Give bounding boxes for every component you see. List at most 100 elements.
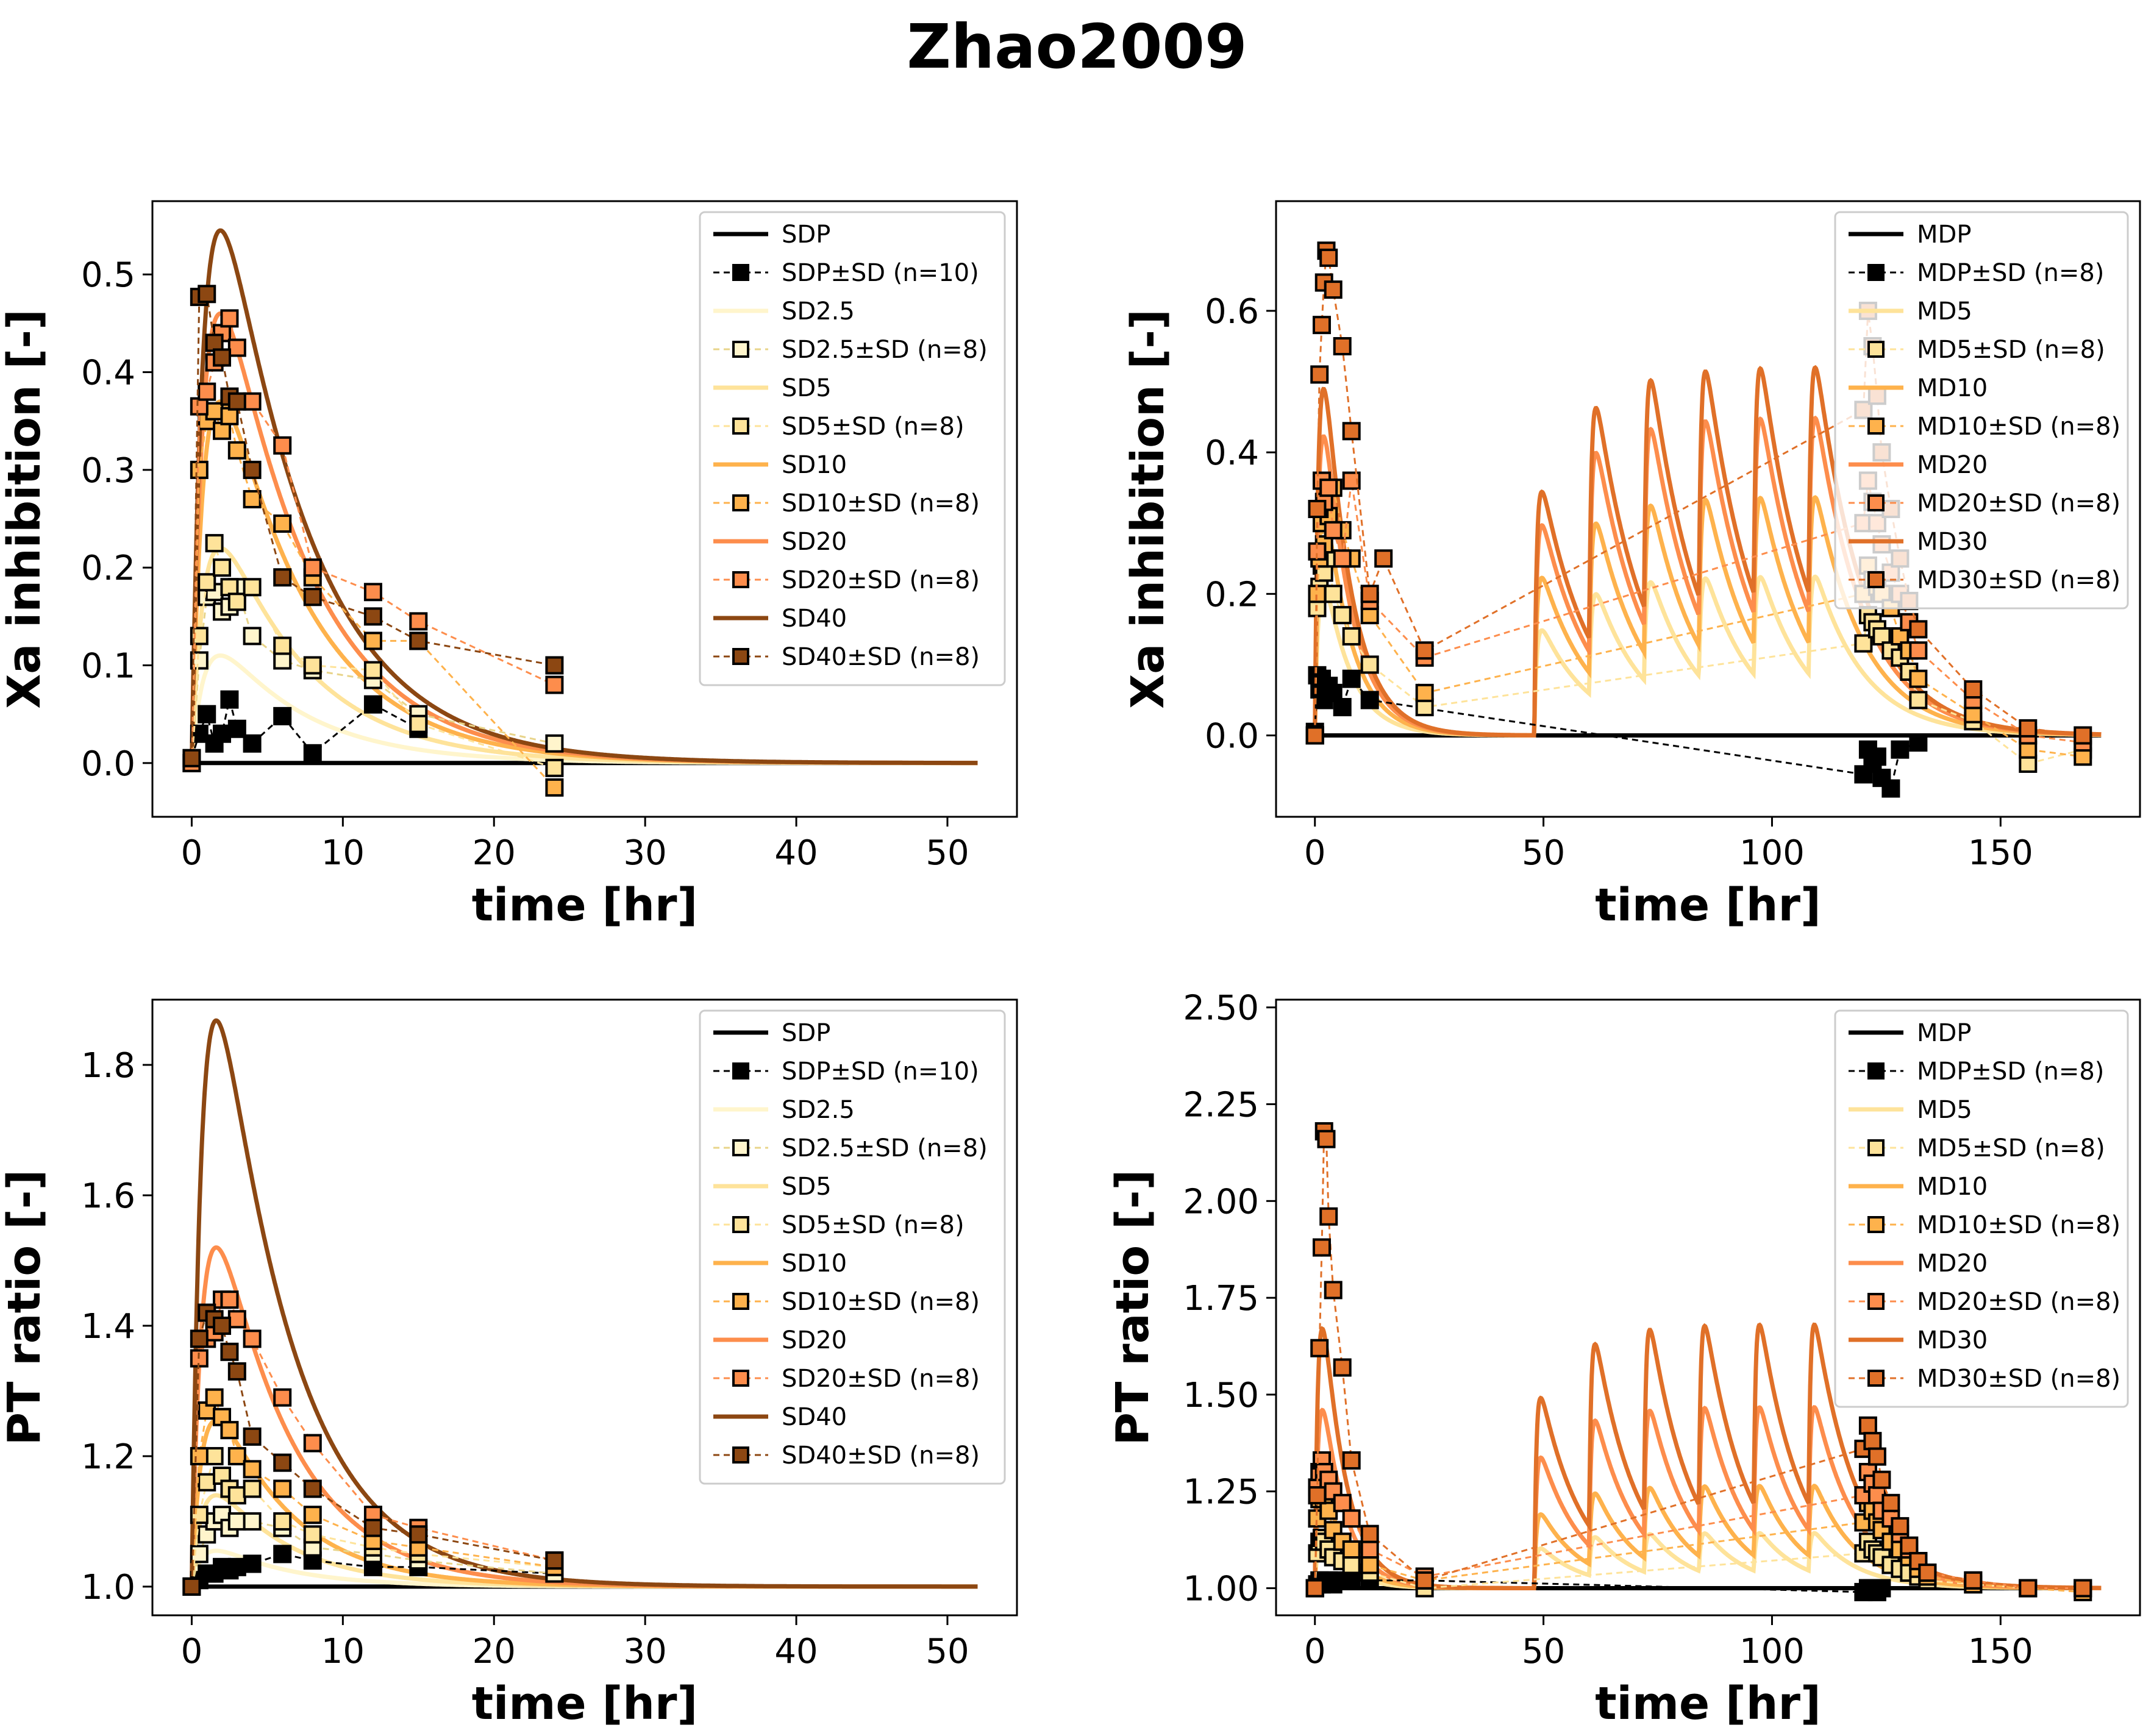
obs-point-MD30 [1319, 248, 1338, 267]
legend-box [699, 1009, 1006, 1485]
model-line-SD40 [190, 228, 978, 766]
obs-point-SD40 [227, 392, 246, 411]
x-tick-label: 30 [624, 1632, 667, 1671]
obs-point-SD5 [303, 656, 322, 675]
legend-label: SD20 [782, 528, 847, 556]
obs-point-SD40 [363, 607, 382, 626]
x-tick-label: 150 [1968, 1632, 2033, 1671]
obs-point-SDP [273, 706, 292, 725]
obs-point-MD5 [1342, 1556, 1361, 1574]
x-axis-label: time [hr] [1595, 1677, 1821, 1730]
legend-marker-swatch [1867, 1216, 1885, 1233]
x-tick-label: 40 [774, 1632, 818, 1671]
legend-marker-swatch [732, 494, 749, 511]
legend-label: MDP±SD (n=8) [1917, 259, 2104, 287]
obs-point-SD2.5 [227, 1512, 246, 1531]
obs-point-SD5 [303, 1525, 322, 1544]
obs-point-MD10 [1909, 669, 1928, 688]
obs-point-MD5 [1342, 627, 1361, 646]
obs-point-MD30 [1964, 1571, 1983, 1590]
obs-point-MD30 [1964, 680, 1983, 699]
y-tick-label: 0.0 [1205, 716, 1259, 756]
obs-point-SD10 [205, 402, 224, 421]
obs-point-MD10 [1415, 683, 1434, 702]
y-tick-label: 0.3 [81, 451, 135, 491]
x-axis-label: time [hr] [1595, 879, 1821, 931]
x-tick-label: 50 [1522, 1632, 1565, 1671]
y-tick-label: 0.2 [1205, 575, 1259, 614]
obs-point-MD30 [1415, 641, 1434, 660]
y-axis-label: PT ratio [-] [1107, 1170, 1159, 1446]
legend-label: SD10±SD (n=8) [782, 489, 980, 518]
obs-point-SD20 [273, 1388, 292, 1407]
obs-point-MDP [1872, 1579, 1891, 1598]
obs-point-SDP [220, 690, 239, 709]
obs-point-SD10 [205, 1388, 224, 1407]
obs-point-SD5 [227, 592, 246, 611]
obs-point-SDP [243, 1554, 262, 1573]
obs-point-SD40 [303, 588, 322, 607]
legend-label: SD40±SD (n=8) [782, 1442, 980, 1470]
obs-point-MD30 [1312, 1238, 1331, 1257]
y-tick-label: 0.5 [81, 255, 135, 295]
obs-point-SD5 [198, 573, 216, 592]
obs-point-SD2.5 [243, 627, 262, 646]
obs-point-MD30 [2074, 726, 2092, 745]
obs-point-MD20 [1333, 549, 1352, 568]
axes-frame [151, 998, 1018, 1617]
obs-point-SD20 [303, 558, 322, 577]
obs-point-SD10 [545, 778, 564, 797]
y-tick-label: 0.6 [1205, 292, 1259, 332]
obs-point-MDP [1891, 740, 1910, 759]
x-tick-label: 0 [1304, 833, 1326, 873]
x-tick-label: 50 [1522, 833, 1565, 873]
legend-label: SD10 [782, 1250, 847, 1278]
y-tick-label: 0.1 [81, 647, 135, 686]
obs-point-SD5 [220, 578, 239, 597]
legend-label: SD2.5 [782, 1096, 855, 1124]
obs-point-MD10 [1342, 1540, 1361, 1559]
legend-label: MD5±SD (n=8) [1917, 1134, 2105, 1162]
x-axis-label: time [hr] [472, 879, 698, 931]
obs-point-SD40 [198, 285, 216, 304]
obs-point-MD5 [1333, 606, 1352, 625]
x-tick-label: 150 [1968, 833, 2033, 873]
legend-marker-swatch [732, 1139, 749, 1156]
obs-point-SDP [227, 719, 246, 738]
y-tick-label: 1.00 [1183, 1570, 1259, 1609]
legend-marker-swatch [732, 648, 749, 665]
x-tick-label: 0 [181, 833, 203, 873]
obs-point-SD10 [243, 489, 262, 508]
y-tick-label: 1.2 [81, 1437, 135, 1477]
legend-label: MD10±SD (n=8) [1917, 413, 2120, 441]
obs-point-MDP [1867, 747, 1886, 766]
x-tick-label: 20 [473, 1632, 516, 1671]
obs-point-SD40 [303, 1479, 322, 1498]
obs-point-SD2.5 [243, 1512, 262, 1531]
obs-point-MD30 [1374, 549, 1393, 568]
obs-point-SD20 [273, 436, 292, 455]
obs-point-MD30 [1312, 316, 1331, 335]
obs-point-MD30 [1872, 1470, 1891, 1489]
legend-label: SD5 [782, 1173, 832, 1201]
obs-point-MD30 [2019, 1579, 2038, 1598]
legend-marker-swatch [732, 571, 749, 588]
legend-marker-swatch [732, 264, 749, 281]
obs-point-SDP [273, 1545, 292, 1563]
obs-point-SD20 [545, 675, 564, 694]
obs-point-SD10 [363, 631, 382, 650]
legend-marker-swatch [1867, 341, 1885, 358]
y-tick-label: 0.2 [81, 549, 135, 588]
obs-point-SD5 [227, 1486, 246, 1505]
y-tick-label: 2.50 [1183, 989, 1259, 1028]
legend-label: MD10 [1917, 374, 1988, 402]
obs-point-SD20 [190, 397, 209, 416]
obs-point-SD40 [182, 749, 201, 767]
legend-marker-swatch [1867, 418, 1885, 435]
model-line-MD20 [1313, 1405, 2102, 1590]
obs-point-MD30 [1867, 1447, 1886, 1466]
x-tick-label: 20 [473, 833, 516, 873]
obs-point-SD5 [205, 1446, 224, 1465]
y-tick-label: 1.75 [1183, 1279, 1259, 1318]
y-tick-label: 0.4 [1205, 433, 1259, 473]
